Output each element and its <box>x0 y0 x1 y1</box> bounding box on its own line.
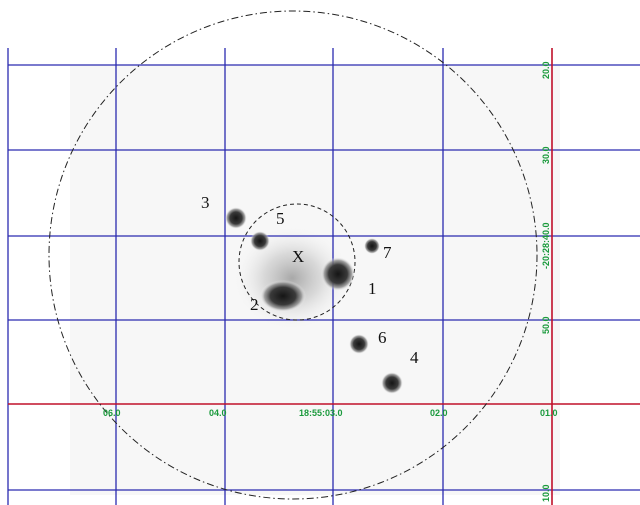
ra-label: 18:55:03.0 <box>299 408 343 418</box>
source-label-2: 2 <box>250 295 259 314</box>
ra-label: 04.0 <box>209 408 227 418</box>
dec-label: -20:28:40.0 <box>541 222 551 269</box>
source-blob-7 <box>364 238 380 254</box>
dec-grid-labels: 20.0 30.0 -20:28:40.0 50.0 10.0 <box>541 61 551 502</box>
point-sources <box>225 207 403 394</box>
source-blob-6 <box>349 334 369 354</box>
source-label-5: 5 <box>276 209 285 228</box>
outer-region-circle <box>48 10 538 500</box>
grid-highlight-lines <box>8 48 640 505</box>
dec-label: 20.0 <box>541 61 551 79</box>
source-blob-3 <box>225 207 247 229</box>
source-blob-1 <box>321 257 355 291</box>
source-label-7: 7 <box>383 243 392 262</box>
coordinate-grid <box>7 48 640 505</box>
source-blob-5 <box>250 231 270 251</box>
source-labels: 1 2 3 4 5 6 7 X <box>201 193 419 367</box>
ra-label: 06.0 <box>103 408 121 418</box>
source-label-1: 1 <box>368 279 377 298</box>
source-label-3: 3 <box>201 193 210 212</box>
source-blob-4 <box>381 372 403 394</box>
ra-grid-labels: 06.0 04.0 18:55:03.0 02.0 01.0 <box>103 408 558 418</box>
ra-label: 01.0 <box>540 408 558 418</box>
dec-label: 30.0 <box>541 146 551 164</box>
source-label-4: 4 <box>410 348 419 367</box>
source-label-6: 6 <box>378 328 387 347</box>
dec-label: 50.0 <box>541 316 551 334</box>
source-blob-2 <box>260 280 306 312</box>
center-marker-label: X <box>292 247 304 266</box>
dec-label: 10.0 <box>541 484 551 502</box>
inner-region-circle <box>238 203 356 321</box>
ra-label: 02.0 <box>430 408 448 418</box>
